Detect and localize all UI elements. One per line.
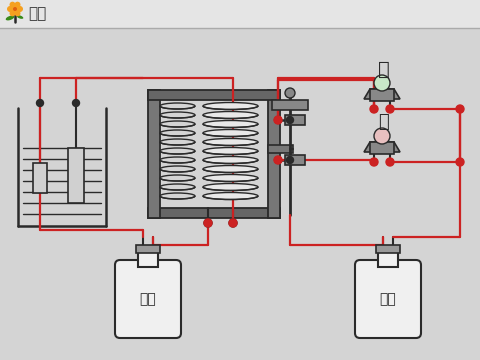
- Ellipse shape: [203, 139, 258, 145]
- Bar: [370, 142, 394, 154]
- Bar: [148, 90, 160, 218]
- Circle shape: [371, 159, 377, 165]
- Circle shape: [386, 105, 394, 113]
- Circle shape: [229, 219, 237, 227]
- Circle shape: [204, 219, 212, 227]
- Bar: [272, 100, 308, 110]
- Circle shape: [10, 10, 15, 16]
- Bar: [285, 155, 305, 165]
- Circle shape: [374, 128, 390, 144]
- Ellipse shape: [17, 15, 24, 19]
- Bar: [0, 0, 480, 28]
- Ellipse shape: [203, 193, 258, 199]
- Circle shape: [275, 117, 281, 123]
- Circle shape: [13, 7, 17, 11]
- FancyBboxPatch shape: [355, 260, 421, 338]
- Circle shape: [287, 157, 293, 163]
- Circle shape: [11, 5, 19, 13]
- Bar: [378, 251, 398, 267]
- Ellipse shape: [203, 148, 258, 154]
- Circle shape: [7, 6, 13, 12]
- Ellipse shape: [203, 130, 258, 136]
- Circle shape: [371, 106, 377, 112]
- Bar: [370, 89, 394, 101]
- Circle shape: [229, 219, 237, 227]
- Circle shape: [456, 105, 464, 113]
- Ellipse shape: [203, 175, 258, 181]
- Text: 电源: 电源: [380, 292, 396, 306]
- Bar: [268, 90, 280, 218]
- Bar: [285, 115, 305, 125]
- Circle shape: [275, 157, 281, 163]
- Circle shape: [287, 117, 293, 123]
- Circle shape: [14, 2, 21, 8]
- Circle shape: [10, 2, 15, 8]
- Text: 活动: 活动: [28, 6, 46, 22]
- Polygon shape: [364, 142, 400, 152]
- Ellipse shape: [203, 103, 258, 109]
- Ellipse shape: [203, 121, 258, 127]
- Circle shape: [274, 156, 282, 164]
- Circle shape: [370, 158, 378, 166]
- Circle shape: [285, 88, 295, 98]
- Ellipse shape: [203, 157, 258, 163]
- Ellipse shape: [203, 184, 258, 190]
- FancyBboxPatch shape: [115, 260, 181, 338]
- Bar: [148, 208, 280, 218]
- Circle shape: [386, 158, 394, 166]
- Text: 电源: 电源: [140, 292, 156, 306]
- Circle shape: [36, 99, 44, 107]
- Circle shape: [274, 116, 282, 124]
- Circle shape: [72, 99, 80, 107]
- Bar: [376, 245, 400, 253]
- Bar: [138, 251, 158, 267]
- Bar: [268, 145, 293, 153]
- Circle shape: [387, 159, 393, 165]
- Circle shape: [17, 6, 23, 12]
- Text: 维: 维: [378, 59, 390, 78]
- Circle shape: [204, 219, 212, 227]
- Bar: [148, 90, 280, 100]
- Circle shape: [387, 106, 393, 112]
- Circle shape: [374, 75, 390, 91]
- Bar: [68, 148, 84, 203]
- Circle shape: [14, 10, 21, 16]
- Bar: [33, 163, 47, 193]
- Text: 红: 红: [379, 113, 389, 131]
- Ellipse shape: [203, 112, 258, 118]
- Ellipse shape: [6, 15, 14, 21]
- Circle shape: [370, 105, 378, 113]
- Bar: [136, 245, 160, 253]
- Polygon shape: [364, 89, 400, 99]
- Ellipse shape: [203, 166, 258, 172]
- Circle shape: [456, 158, 464, 166]
